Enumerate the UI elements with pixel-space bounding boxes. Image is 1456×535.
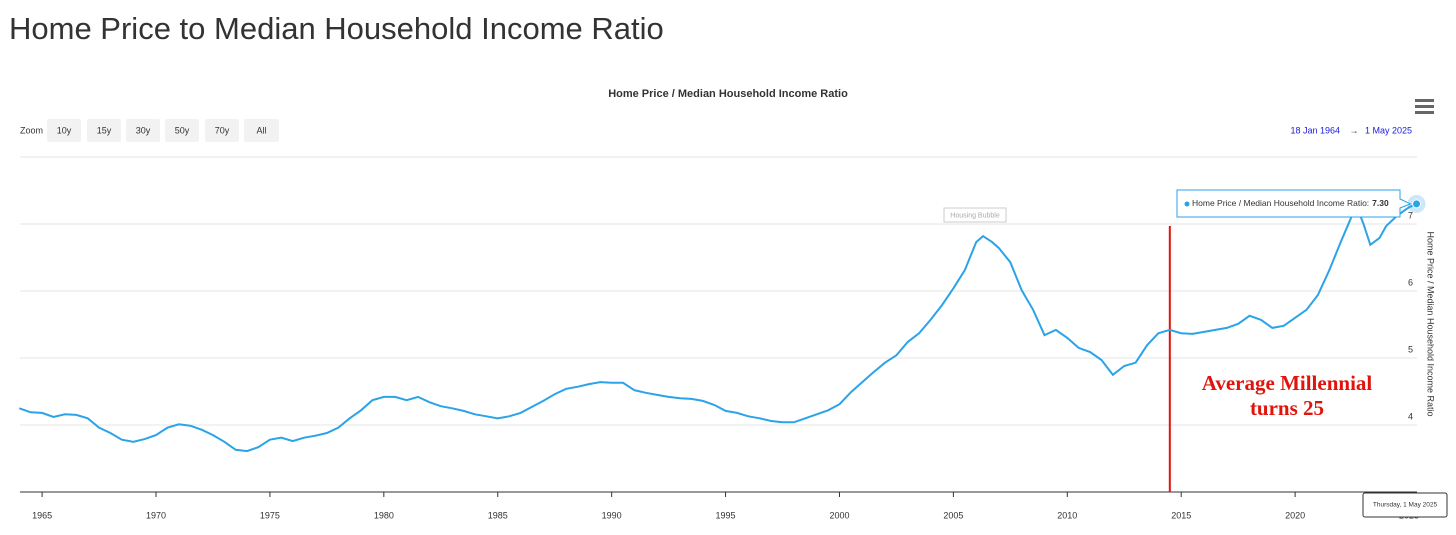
zoom-button[interactable] — [244, 119, 279, 142]
x-tick-label: 2020 — [1285, 510, 1305, 520]
x-tick-label: 1965 — [32, 510, 52, 520]
y-tick-label: 4 — [1408, 411, 1413, 421]
x-tick-label: 1975 — [260, 510, 280, 520]
menu-bar — [1415, 105, 1434, 108]
menu-bar — [1415, 99, 1434, 102]
annotation: turns 25 — [1250, 396, 1324, 420]
x-tick-label: 2000 — [829, 510, 849, 520]
range-to[interactable]: 1 May 2025 — [1365, 125, 1412, 135]
tooltip: Home Price / Median Household Income Rat… — [1176, 189, 1412, 218]
zoom-button[interactable] — [87, 119, 121, 142]
range-from[interactable]: 18 Jan 1964 — [1290, 125, 1340, 135]
y-axis-title: Home Price / Median Household Income Rat… — [1426, 231, 1436, 416]
y-tick-label: 6 — [1408, 277, 1413, 287]
x-tick-label: 1970 — [146, 510, 166, 520]
zoom-button[interactable] — [126, 119, 160, 142]
tooltip-box — [1176, 189, 1412, 218]
page-title: Home Price to Median Household Income Ra… — [9, 11, 664, 46]
zoom-button-label: 30y — [136, 125, 151, 135]
zoom-label: Zoom — [20, 125, 43, 135]
flag-label: Housing Bubble — [950, 212, 1000, 219]
x-tick-label: 1990 — [602, 510, 622, 520]
x-tick-label: 1995 — [716, 510, 736, 520]
zoom-button[interactable] — [47, 119, 81, 142]
x-tick-label: 2005 — [943, 510, 963, 520]
menu-bar — [1415, 111, 1434, 114]
x-tick-label: 2015 — [1171, 510, 1191, 520]
annotation: Average Millennial — [1202, 371, 1373, 395]
zoom-button[interactable] — [205, 119, 239, 142]
range-arrow: → — [1350, 125, 1359, 135]
zoom-button-label: 50y — [175, 125, 190, 135]
y-tick-label: 7 — [1408, 210, 1413, 220]
tooltip-text: Home Price / Median Household Income Rat… — [1192, 198, 1389, 208]
end-point — [1412, 199, 1422, 209]
x-tick-label: 1985 — [488, 510, 508, 520]
tooltip-value: 7.30 — [1372, 198, 1389, 208]
chart-title: Home Price / Median Household Income Rat… — [608, 88, 848, 100]
zoom-button-label: 70y — [215, 125, 230, 135]
tooltip-label: Home Price / Median Household Income Rat… — [1192, 198, 1369, 208]
y-tick-label: 5 — [1408, 344, 1413, 354]
zoom-button-label: 15y — [97, 125, 112, 135]
zoom-button-label: All — [256, 125, 266, 135]
menu-icon[interactable] — [1415, 99, 1434, 114]
zoom-button[interactable] — [165, 119, 199, 142]
date-tooltip-text: Thursday, 1 May 2025 — [1373, 502, 1438, 509]
flag-box — [943, 207, 1007, 223]
tooltip-dot — [1184, 201, 1190, 207]
x-tick-label: 2010 — [1057, 510, 1077, 520]
zoom-button-label: 10y — [57, 125, 72, 135]
series-line — [18, 202, 1417, 453]
date-tooltip — [1362, 492, 1448, 518]
x-tick-label: 1980 — [374, 510, 394, 520]
